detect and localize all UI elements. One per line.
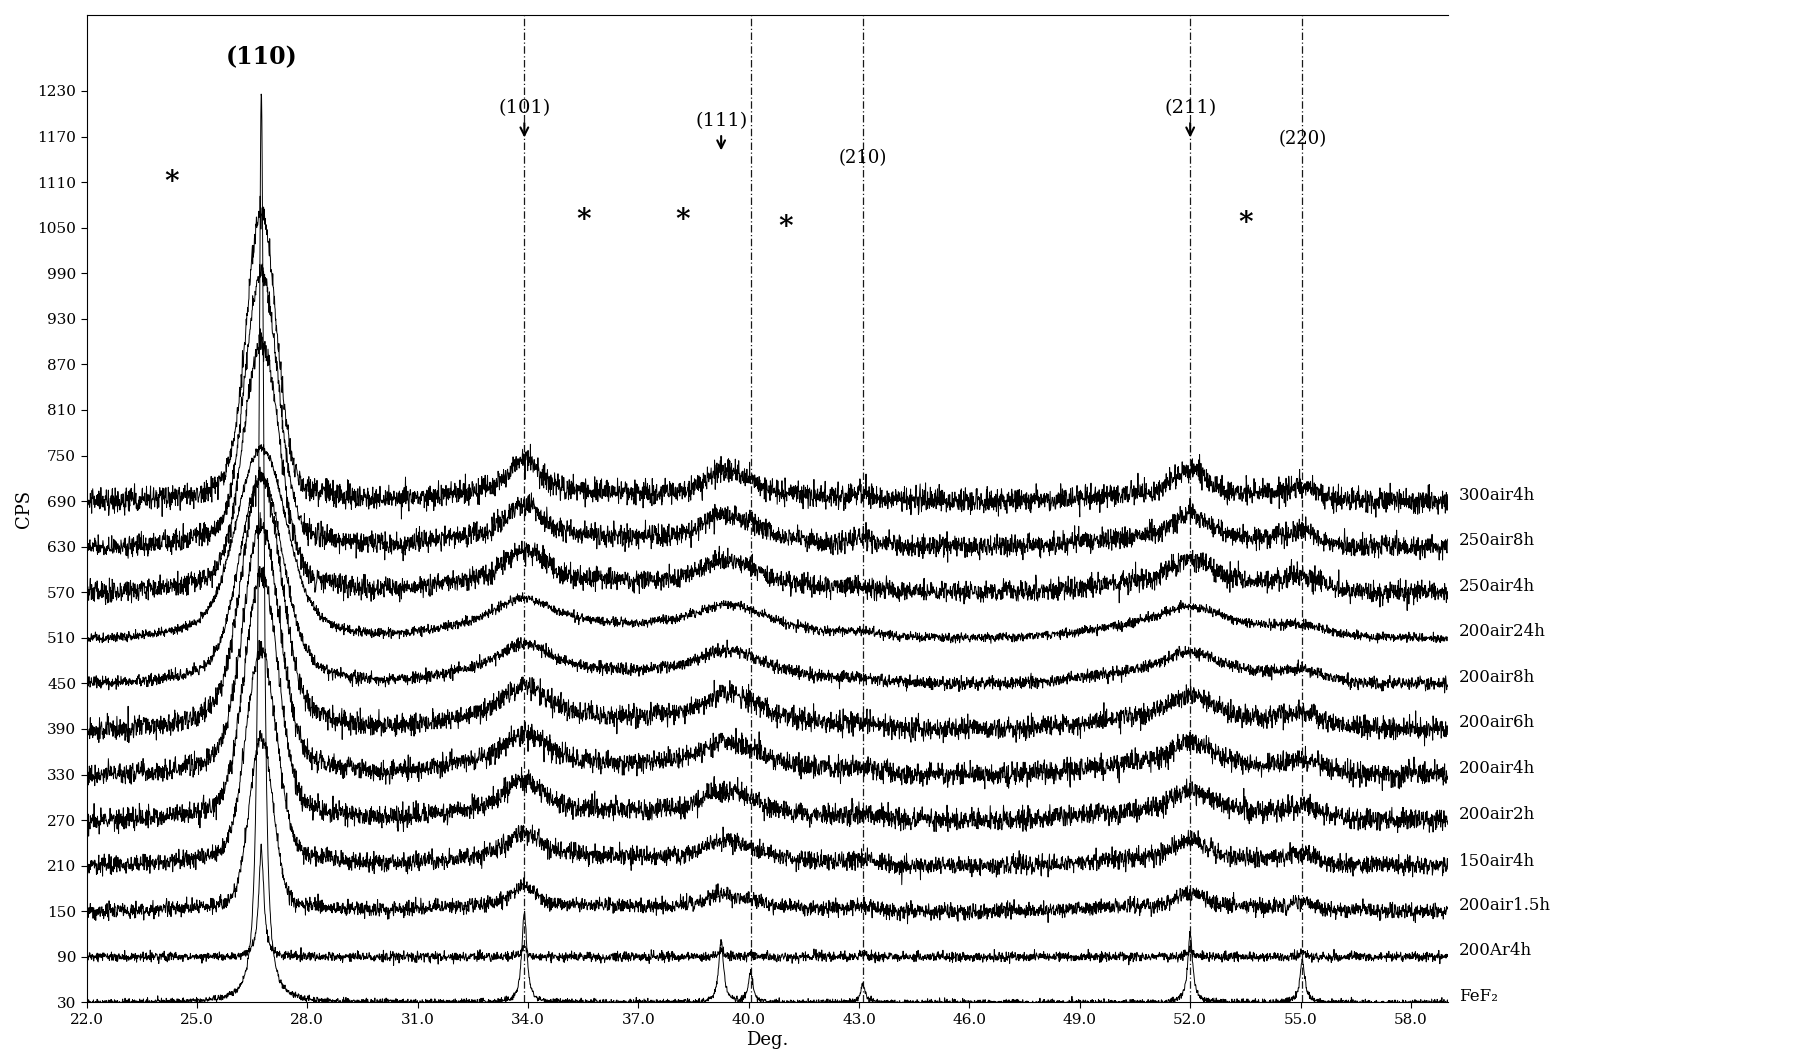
Y-axis label: CPS: CPS — [14, 489, 32, 528]
Text: 200air4h: 200air4h — [1458, 760, 1535, 777]
Text: 200Ar4h: 200Ar4h — [1458, 943, 1532, 960]
Text: *: * — [778, 214, 792, 242]
Text: 300air4h: 300air4h — [1458, 486, 1535, 503]
Text: FeF₂: FeF₂ — [1458, 987, 1498, 1004]
Text: *: * — [1238, 211, 1253, 237]
Text: 200air6h: 200air6h — [1458, 714, 1535, 731]
Text: (101): (101) — [499, 100, 551, 135]
Text: *: * — [675, 206, 689, 234]
Text: (210): (210) — [839, 149, 887, 167]
Text: 200air24h: 200air24h — [1458, 624, 1546, 641]
X-axis label: Deg.: Deg. — [745, 1031, 788, 1049]
Text: (220): (220) — [1278, 130, 1327, 148]
Text: *: * — [164, 168, 178, 196]
Text: (110): (110) — [225, 46, 297, 69]
Text: 200air1.5h: 200air1.5h — [1458, 897, 1552, 914]
Text: (211): (211) — [1165, 100, 1217, 135]
Text: 200air2h: 200air2h — [1458, 805, 1535, 822]
Text: 150air4h: 150air4h — [1458, 853, 1535, 870]
Text: *: * — [576, 206, 590, 234]
Text: (111): (111) — [695, 113, 747, 148]
Text: 250air8h: 250air8h — [1458, 532, 1535, 549]
Text: 200air8h: 200air8h — [1458, 669, 1535, 686]
Text: ^: ^ — [135, 584, 149, 601]
Text: 250air4h: 250air4h — [1458, 578, 1535, 595]
